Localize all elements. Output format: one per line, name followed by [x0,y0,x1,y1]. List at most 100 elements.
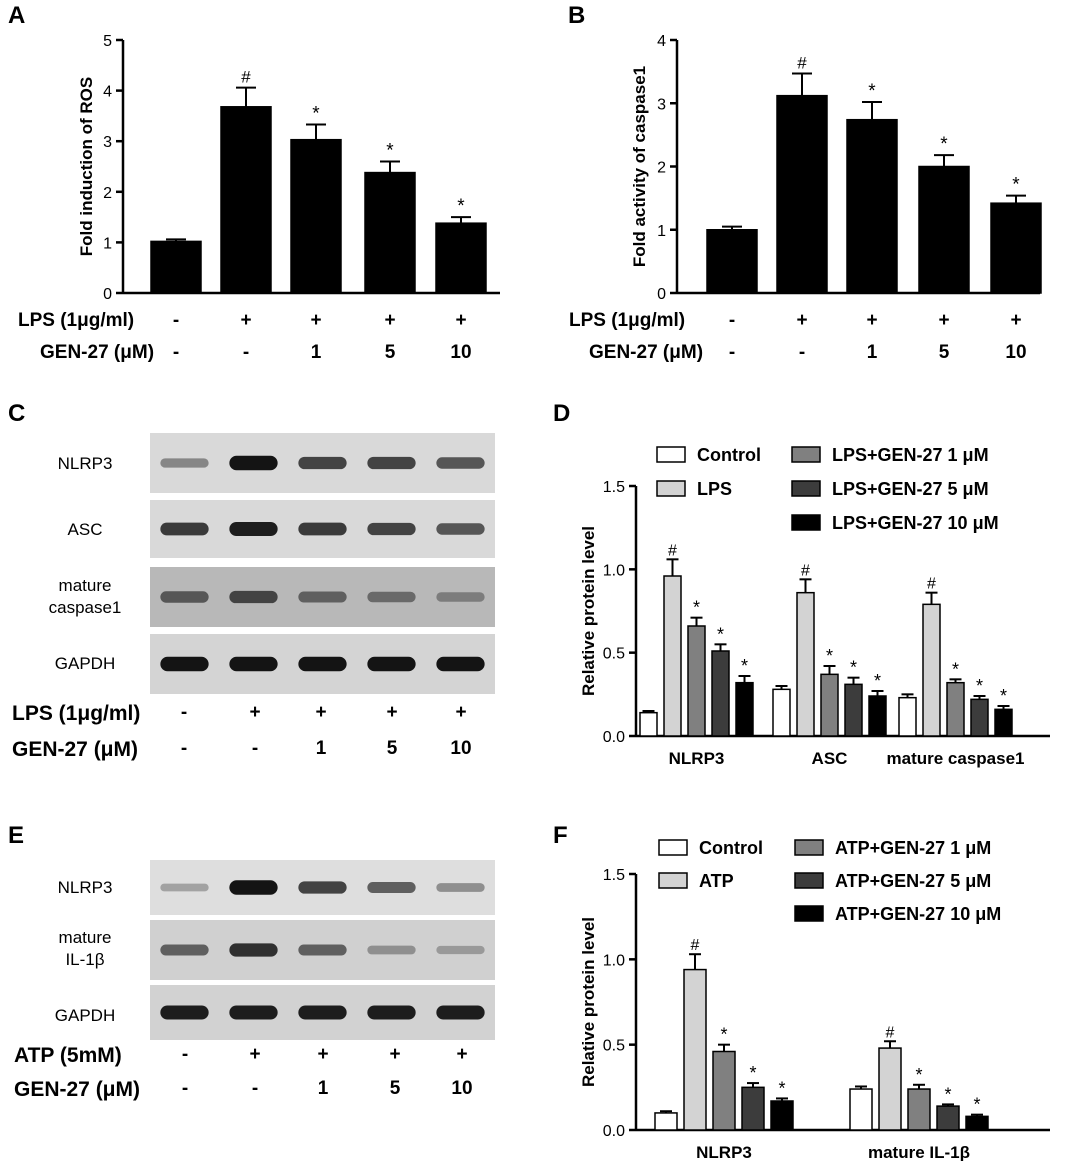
legend-label: ATP [699,871,734,891]
blot-strip-il1b [150,920,495,980]
treatment-value: - [798,342,806,363]
significance-marker: # [927,576,936,593]
bar [220,106,272,294]
treatment-value: 5 [389,1078,401,1099]
bar [706,229,758,294]
blot-row-label: mature caspase1 [30,575,140,619]
treatment-value: + [240,310,252,331]
blot-strip-nlrp3 [150,433,495,493]
blot-c: NLRP3 ASC mature caspase1 GAPDH [0,425,520,700]
blot-row-label-line: caspase1 [48,598,122,617]
blot-band [436,945,485,955]
blot-band [160,591,209,603]
blot-image [150,500,495,558]
significance-marker: * [312,104,320,125]
significance-marker: * [717,624,724,644]
bar [990,202,1042,294]
treatment-table-c: LPS (1μg/ml) GEN-27 (μM) - + + + + - - 1… [0,700,520,770]
x-category-label: ASC [812,749,848,768]
treatment-value: + [249,1044,261,1065]
y-tick-label: 3 [657,96,666,113]
significance-marker: * [973,1095,980,1115]
y-tick-label: 1 [103,235,112,252]
y-tick-label: 4 [103,84,112,101]
significance-marker: * [1000,686,1007,706]
legend-swatch [794,872,824,889]
blot-band [229,943,278,957]
bar [364,171,416,294]
legend-label: LPS+GEN-27 10 μM [832,513,999,533]
treatment-value: - [172,310,180,331]
blot-band [367,882,416,893]
blot-band [160,522,209,536]
bar [970,698,989,737]
blot-band [367,656,416,672]
y-tick-label: 0.0 [603,729,625,746]
bar [654,1112,678,1131]
bar [907,1088,931,1131]
legend-label: ATP+GEN-27 1 μM [835,838,991,858]
panel-label-e: E [8,822,25,849]
significance-marker: * [915,1065,922,1085]
treatment-label-gen27: GEN-27 (μM) [14,1078,141,1101]
bar [878,1047,902,1131]
bar [946,681,965,737]
treatment-value: + [456,1044,468,1065]
significance-marker: # [801,562,810,579]
y-tick-label: 1 [657,223,666,240]
treatment-value: - [181,1044,189,1065]
blot-image [150,433,495,493]
chart-b-caspase1: 0 1 2 3 4 Fold activity of caspase1 # * * * [630,33,1042,300]
blot-image [150,920,495,980]
significance-marker: * [952,659,959,679]
treatment-value: + [796,310,808,331]
chart-f-protein-atp: 0.0 0.5 1.0 1.5 Relative protein level # * * * NL… [579,838,1050,1161]
treatment-value: 10 [1005,342,1027,363]
legend-swatch [791,514,821,531]
significance-marker: * [457,196,465,217]
blot-image [150,860,495,915]
treatment-value: - [242,342,250,363]
blot-row-label: mature IL-1β [30,927,140,971]
significance-marker: * [693,598,700,618]
blot-band [367,591,416,603]
legend-swatch [656,446,686,463]
treatment-table-a: LPS (1μg/ml) GEN-27 (μM) - + + + + - - 1… [0,305,560,375]
y-tick-label: 2 [657,160,666,177]
bar [770,1100,794,1131]
blot-band [436,1005,485,1020]
significance-marker: * [944,1084,951,1104]
x-category-label: mature IL-1β [868,1143,970,1161]
panel-label-b: B [568,2,586,29]
legend-swatch [791,480,821,497]
bar [820,673,839,737]
blot-band [298,522,347,536]
y-axis-label: Fold activity of caspase1 [630,66,649,267]
legend-label: ATP+GEN-27 10 μM [835,904,1001,924]
bar [844,683,863,737]
blot-band [298,656,347,672]
blot-image [150,985,495,1040]
significance-marker: * [940,134,948,155]
blot-band [229,880,278,895]
legend-label: LPS+GEN-27 5 μM [832,479,989,499]
blot-band [160,883,209,892]
treatment-value: - [251,738,259,759]
y-tick-label: 0 [103,286,112,300]
treatment-value: 10 [451,1078,473,1099]
bar [683,968,707,1131]
significance-marker: * [976,676,983,696]
legend-swatch [658,872,688,889]
y-tick-label: 3 [103,134,112,151]
y-tick-label: 1.0 [603,952,625,969]
treatment-label-lps: LPS (1μg/ml) [18,310,135,331]
legend-label: LPS [697,479,732,499]
blot-row-label-line: mature [58,576,112,595]
blot-band [367,945,416,955]
y-tick-label: 0 [657,286,666,300]
treatment-value: - [728,342,736,363]
y-axis-label: Relative protein level [579,917,598,1087]
blot-band [436,592,485,602]
y-tick-label: 0.0 [603,1123,625,1140]
x-category-label: NLRP3 [696,1143,752,1161]
